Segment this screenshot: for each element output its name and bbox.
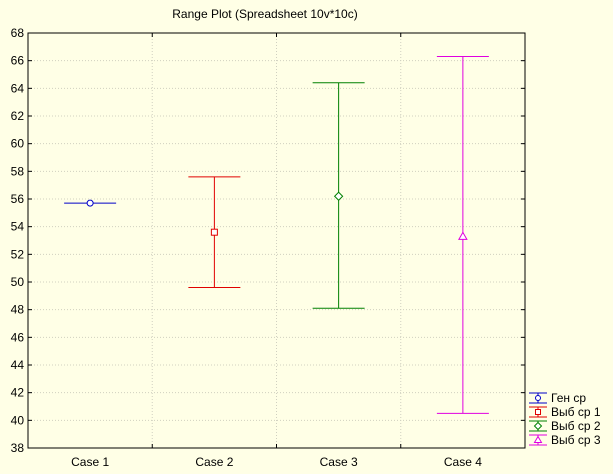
range-series xyxy=(312,82,365,309)
y-tick-label: 44 xyxy=(11,358,25,372)
center-marker xyxy=(86,199,94,207)
range-series xyxy=(436,56,489,414)
x-tick-label: Case 3 xyxy=(320,455,358,469)
y-tick-label: 66 xyxy=(11,54,25,68)
legend-label: Выб ср 1 xyxy=(551,405,601,419)
legend-marker xyxy=(533,421,543,431)
legend-label: Ген ср xyxy=(551,391,586,405)
legend-marker xyxy=(535,409,541,415)
y-tick-label: 48 xyxy=(11,303,25,317)
x-axis: Case 1 Case 2 Case 3 Case 4 xyxy=(71,33,482,469)
legend-label: Выб ср 2 xyxy=(551,419,601,433)
y-tick-label: 42 xyxy=(11,386,25,400)
y-tick-label: 38 xyxy=(11,441,25,455)
range-series xyxy=(64,199,117,207)
y-tick-label: 58 xyxy=(11,164,25,178)
y-axis: 38 40 42 44 46 48 50 52 54 56 58 60 62 64 66 68 xyxy=(11,26,525,455)
legend-item: Ген ср xyxy=(529,391,586,405)
y-tick-label: 52 xyxy=(11,247,25,261)
x-tick-label: Case 4 xyxy=(444,455,482,469)
y-tick-label: 40 xyxy=(11,413,25,427)
gridlines xyxy=(28,33,525,448)
y-tick-label: 56 xyxy=(11,192,25,206)
legend-marker xyxy=(533,435,543,443)
x-tick-label: Case 2 xyxy=(195,455,233,469)
legend-label: Выб ср 3 xyxy=(551,433,601,447)
y-tick-label: 50 xyxy=(11,275,25,289)
legend-item: Выб ср 1 xyxy=(529,405,601,419)
series-layer xyxy=(64,56,489,414)
legend-item: Выб ср 2 xyxy=(529,419,601,433)
y-tick-label: 68 xyxy=(11,26,25,40)
y-tick-label: 64 xyxy=(11,81,25,95)
center-marker xyxy=(333,191,344,201)
chart-title: Range Plot (Spreadsheet 10v*10c) xyxy=(172,7,357,21)
x-tick-label: Case 1 xyxy=(71,455,109,469)
y-tick-label: 62 xyxy=(11,109,25,123)
y-tick-label: 60 xyxy=(11,137,25,151)
legend-marker xyxy=(535,395,541,401)
y-tick-label: 54 xyxy=(11,220,25,234)
y-tick-label: 46 xyxy=(11,330,25,344)
range-series xyxy=(188,176,241,289)
legend-item: Выб ср 3 xyxy=(529,433,601,447)
center-marker xyxy=(210,228,218,236)
center-marker xyxy=(458,231,468,240)
